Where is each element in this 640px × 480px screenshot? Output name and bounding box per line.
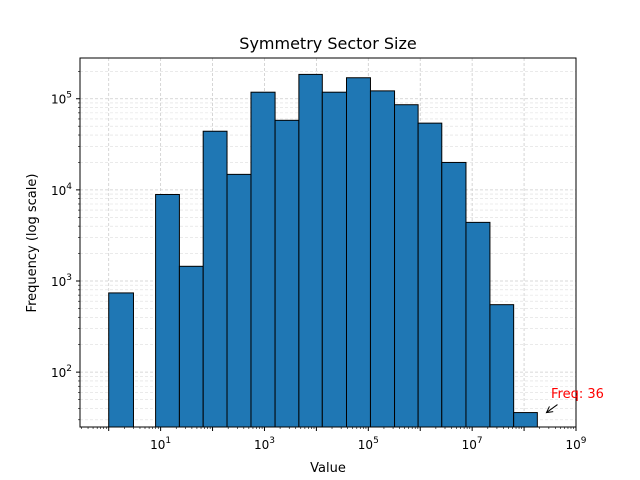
histogram-bar [369, 90, 396, 428]
y-axis-label: Frequency (log scale) [25, 174, 40, 313]
histogram-bar [274, 119, 300, 428]
annotation-arrowhead [545, 406, 554, 414]
y-tick-label: 102 [51, 364, 72, 380]
histogram-bar [441, 161, 467, 428]
axes-frame [79, 57, 577, 428]
annotation-text: Freq: 36 [551, 387, 604, 402]
histogram-bar [108, 292, 134, 428]
x-tick-label: 101 [150, 436, 171, 452]
y-tick-label: 104 [51, 182, 72, 198]
annotation-arrow [546, 404, 558, 413]
y-tick-label: 103 [51, 273, 72, 289]
histogram-bar [226, 173, 252, 428]
histogram-bar [345, 77, 371, 428]
histogram-bar [202, 130, 228, 428]
histogram-bars [108, 73, 538, 428]
chart-title: Symmetry Sector Size [239, 34, 416, 53]
x-tick-label: 109 [565, 436, 586, 452]
histogram-bar [489, 304, 515, 428]
annotation: Freq: 36 [545, 387, 604, 414]
x-axis-label: Value [310, 461, 346, 476]
histogram-bar [298, 73, 323, 428]
histogram-bar [465, 221, 491, 428]
histogram-bar [394, 104, 419, 428]
x-tick-label: 105 [358, 436, 379, 452]
y-tick-label: 105 [51, 91, 72, 107]
histogram-bar [513, 412, 538, 428]
histogram-bar [178, 265, 204, 428]
histogram-bar [321, 91, 347, 428]
axis-ticks [76, 71, 577, 431]
histogram-bar [417, 122, 443, 428]
histogram-bar [155, 193, 180, 428]
x-tick-label: 103 [254, 436, 275, 452]
histogram-bar [250, 91, 276, 428]
tick-labels: 101 103 105 107 109 102 103 104 105 [51, 91, 587, 452]
x-tick-label: 107 [462, 436, 483, 452]
